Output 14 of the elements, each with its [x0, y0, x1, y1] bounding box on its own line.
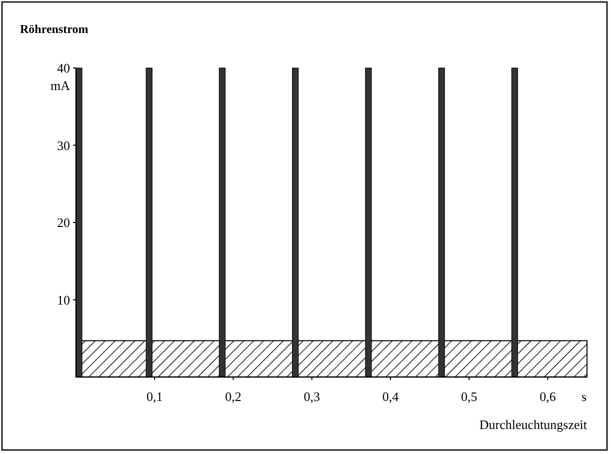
y-tick-label: 20 — [57, 215, 70, 230]
x-tick-label: 0,1 — [146, 389, 163, 404]
text: mA — [50, 78, 71, 93]
x-tick-label: 0,3 — [304, 389, 320, 404]
x-tick-label: 0,4 — [382, 389, 400, 404]
x-tick-label: 0,2 — [225, 389, 242, 404]
y-axis-title: Röhrenstrom — [20, 22, 88, 36]
x-tick-label: 0,6 — [540, 389, 556, 404]
text: s — [581, 389, 587, 404]
y-tick-label: 40 — [57, 60, 70, 76]
x-axis-title: Durchleuchtungszeit — [479, 417, 588, 432]
y-tick-label: 10 — [57, 292, 70, 308]
x-tick-label: 0,5 — [460, 389, 478, 404]
y-tick-label: 30 — [57, 138, 70, 153]
